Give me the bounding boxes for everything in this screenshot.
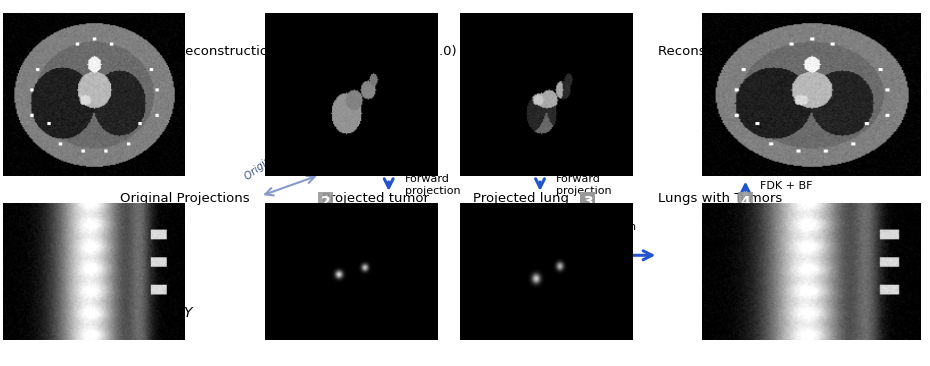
- Text: Projected tumor: Projected tumor: [322, 192, 429, 205]
- Text: 3: 3: [583, 195, 592, 209]
- Text: Reconstruction with Tumors: Reconstruction with Tumors: [658, 45, 843, 58]
- Text: Lungs with Tumors: Lungs with Tumors: [658, 192, 782, 205]
- Text: Replace
parenchyma with
tumor: Replace parenchyma with tumor: [539, 210, 636, 243]
- Text: 2: 2: [321, 195, 330, 209]
- Text: Original Projections: Original Projections: [120, 192, 249, 205]
- Text: 3: 3: [583, 195, 592, 209]
- Text: $Y_{tumor}$: $Y_{tumor}$: [368, 304, 409, 320]
- Text: Forward
projection: Forward projection: [405, 174, 460, 196]
- Text: $Y_{lung}$: $Y_{lung}$: [525, 302, 556, 320]
- Text: Tumors (sigma=1.0): Tumors (sigma=1.0): [322, 45, 457, 58]
- Text: Projected lung: Projected lung: [473, 192, 569, 205]
- Text: 1: 1: [272, 83, 281, 97]
- Text: 4: 4: [740, 195, 751, 209]
- Text: $Y$: $Y$: [182, 306, 194, 320]
- Text: FDK + BF: FDK + BF: [760, 181, 813, 191]
- Text: Masked Reconstruction: Masked Reconstruction: [473, 45, 628, 58]
- Text: Original geometry: Original geometry: [244, 116, 324, 182]
- Text: Pick tumor
location using
lung mask: Pick tumor location using lung mask: [281, 100, 359, 134]
- Text: Forward
projection: Forward projection: [556, 174, 612, 196]
- Text: $Y + Y_{tumor} - Y_{lung}$: $Y + Y_{tumor} - Y_{lung}$: [542, 259, 632, 276]
- Text: Original Reconstruction: Original Reconstruction: [120, 45, 276, 58]
